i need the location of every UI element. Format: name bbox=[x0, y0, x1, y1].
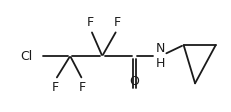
Text: N: N bbox=[155, 42, 165, 55]
Text: F: F bbox=[87, 16, 94, 29]
Text: F: F bbox=[113, 16, 120, 29]
Text: O: O bbox=[129, 75, 139, 88]
Text: F: F bbox=[79, 81, 86, 94]
Text: H: H bbox=[155, 57, 165, 70]
Text: Cl: Cl bbox=[20, 50, 32, 62]
Text: F: F bbox=[52, 81, 59, 94]
